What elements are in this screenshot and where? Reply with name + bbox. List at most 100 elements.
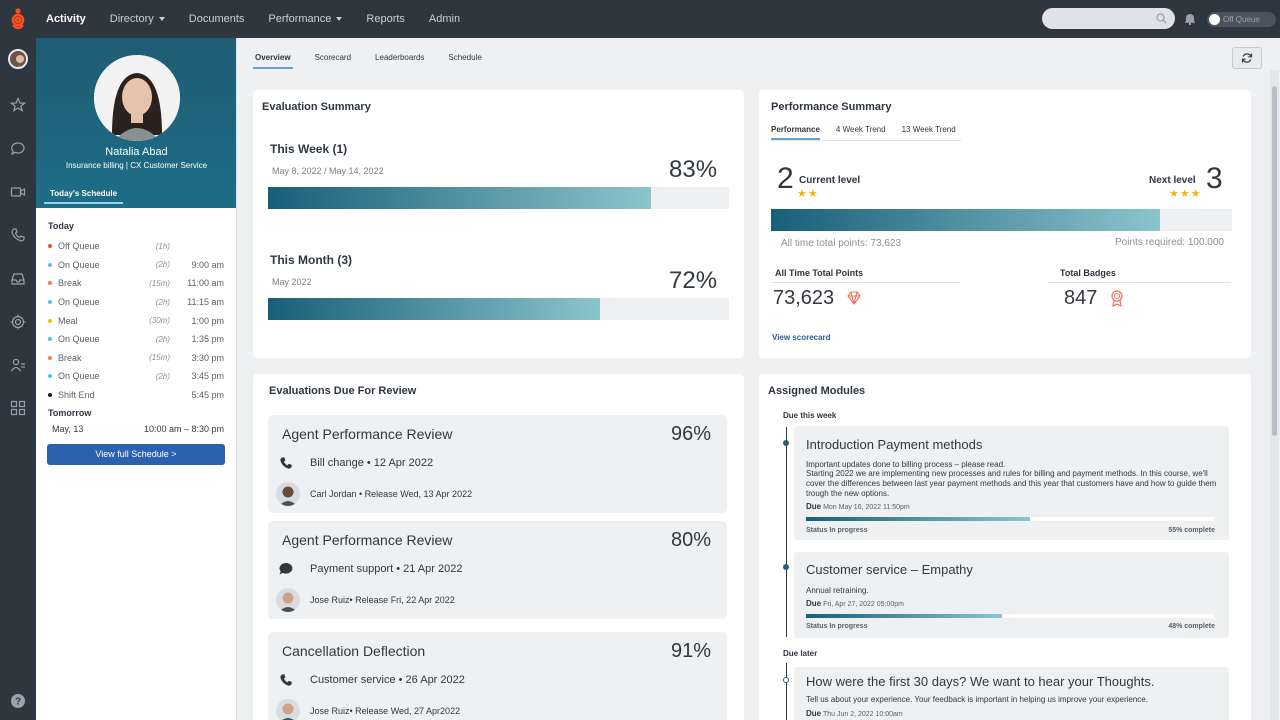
view-full-schedule-button[interactable]: View full Schedule >	[47, 444, 225, 466]
schedule-dot	[48, 355, 52, 360]
presence-toggle[interactable]: Off Queue	[1207, 12, 1276, 27]
divider	[1048, 282, 1231, 283]
evaluation-percent: 96%	[670, 423, 711, 445]
tab-schedule[interactable]: Schedule	[448, 53, 482, 62]
next-level-number: 3	[1206, 162, 1223, 195]
people-icon[interactable]	[9, 356, 27, 374]
genesys-logo-icon[interactable]	[0, 0, 36, 38]
diamond-icon	[846, 290, 862, 309]
schedule-time: 9:00 am	[191, 259, 224, 270]
schedule-dot	[48, 393, 52, 398]
evaluation-meta: Carl Jordan • Release Wed, 13 Apr 2022	[310, 489, 473, 499]
tab-overview[interactable]: Overview	[253, 50, 293, 69]
nav-activity[interactable]: Activity	[46, 13, 86, 25]
search-icon	[1156, 13, 1167, 24]
avatar[interactable]	[8, 49, 28, 69]
evaluation-title: Agent Performance Review	[282, 426, 453, 442]
left-rail: ?	[0, 38, 36, 720]
nav-reports[interactable]: Reports	[366, 13, 405, 25]
schedule-duration: (1h)	[155, 241, 170, 251]
this-month-progress-fill	[268, 298, 600, 320]
module-description: Tell us about your experience. Your feed…	[806, 695, 1148, 704]
module-item[interactable]: Introduction Payment methods Important u…	[794, 426, 1229, 540]
module-item[interactable]: Customer service – Empathy Annual retrai…	[794, 552, 1229, 638]
bell-icon[interactable]	[1184, 12, 1196, 28]
schedule-duration: (15m)	[149, 278, 170, 288]
scrollbar-thumb[interactable]	[1272, 86, 1277, 436]
schedule-time: 5:45 pm	[191, 390, 224, 401]
target-icon[interactable]	[9, 313, 27, 331]
tomorrow-heading: Tomorrow	[48, 408, 92, 419]
tab-scorecard[interactable]: Scorecard	[314, 53, 352, 62]
inbox-icon[interactable]	[9, 270, 27, 288]
chat-icon[interactable]	[9, 140, 27, 158]
evaluation-item[interactable]: Cancellation Deflection 91% Customer servi…	[268, 632, 727, 720]
tab-performance[interactable]: Performance	[771, 125, 820, 140]
evaluation-subtitle: Payment support • 21 Apr 2022	[310, 563, 463, 575]
module-description: Annual retraining.	[806, 586, 869, 595]
nav-admin[interactable]: Admin	[429, 13, 460, 25]
next-level-label: Next level	[1149, 175, 1196, 186]
vertical-scrollbar[interactable]	[1270, 70, 1279, 720]
schedule-dot	[48, 318, 52, 323]
this-month-label: This Month (3)	[270, 253, 352, 267]
nav-activity-label: Activity	[46, 13, 86, 25]
apps-icon[interactable]	[9, 399, 27, 417]
evaluation-item[interactable]: Agent Performance Review 80% Payment suppo…	[268, 521, 727, 619]
module-due-date: Thu Jun 2, 2022 10:00am	[822, 711, 903, 718]
chevron-down-icon	[158, 17, 165, 21]
module-status: Status In progress	[806, 527, 868, 534]
module-due: Due Thu Jun 2, 2022 10:00am	[806, 709, 903, 718]
star-icon[interactable]	[9, 96, 27, 114]
timeline-dot	[783, 677, 789, 683]
nav-directory[interactable]: Directory	[110, 13, 165, 25]
profile-header: Natalia Abad Insurance billing | CX Cust…	[36, 38, 236, 208]
module-progress-fill	[806, 614, 1002, 618]
tab-13-week-trend[interactable]: 13 Week Trend	[901, 125, 956, 134]
nav-documents[interactable]: Documents	[189, 13, 245, 25]
evaluation-item[interactable]: Agent Performance Review 96% Bill change •…	[268, 415, 727, 513]
tab-todays-schedule[interactable]: Today's Schedule	[44, 189, 124, 204]
schedule-dot	[48, 300, 52, 305]
schedule-time: 3:45 pm	[191, 371, 224, 382]
nav-performance-label: Performance	[268, 13, 332, 25]
help-icon[interactable]: ?	[9, 692, 27, 710]
timeline-dot	[783, 440, 789, 446]
schedule-duration: (30m)	[149, 316, 170, 326]
nav-performance[interactable]: Performance	[268, 13, 343, 25]
tab-4-week-trend[interactable]: 4 Week Trend	[835, 125, 886, 134]
evaluation-percent: 80%	[670, 529, 711, 551]
view-scorecard-link[interactable]: View scorecard	[772, 333, 831, 342]
module-progress-fill	[806, 517, 1031, 521]
module-due-date: Mon May 16, 2022 11:50pm	[823, 504, 910, 511]
module-status: Status In progress	[806, 623, 868, 630]
video-icon[interactable]	[9, 183, 27, 201]
due-later-heading: Due later	[783, 649, 818, 658]
nav-directory-label: Directory	[109, 13, 154, 25]
schedule-row: On Queue (2h) 11:15 am	[48, 293, 224, 312]
today-heading: Today	[48, 221, 74, 231]
refresh-button[interactable]	[1232, 47, 1262, 69]
tab-leaderboards[interactable]: Leaderboards	[375, 53, 425, 62]
module-progress-bar	[806, 614, 1214, 618]
nav-reports-label: Reports	[366, 13, 405, 25]
next-level-stars: ★★★	[1169, 188, 1202, 200]
schedule-label: On Queue	[58, 371, 100, 382]
current-level-label: Current level	[799, 175, 861, 186]
tomorrow-row: May, 13 10:00 am – 8:30 pm	[48, 424, 224, 434]
profile-role: Insurance billing | CX Customer Service	[65, 161, 208, 170]
avatar	[276, 588, 300, 612]
schedule-label: Meal	[58, 315, 78, 326]
schedule-duration: (2h)	[155, 297, 170, 307]
evaluation-summary-title: Evaluation Summary	[262, 101, 371, 113]
evaluation-meta: Jose Ruiz• Release Fri, 22 Apr 2022	[310, 595, 455, 605]
phone-icon[interactable]	[9, 226, 27, 244]
current-level-number: 2	[777, 162, 794, 195]
total-badges-value: 847	[1064, 287, 1098, 309]
due-this-week-heading: Due this week	[783, 411, 837, 420]
assigned-modules-card: Assigned Modules Due this week Due later…	[759, 374, 1251, 720]
performance-tabs: Performance 4 Week Trend 13 Week Trend	[771, 125, 961, 141]
search-input[interactable]	[1042, 8, 1175, 29]
module-item[interactable]: How were the first 30 days? We want to h…	[794, 667, 1229, 720]
schedule-row: Break (15m) 3:30 pm	[48, 349, 224, 368]
